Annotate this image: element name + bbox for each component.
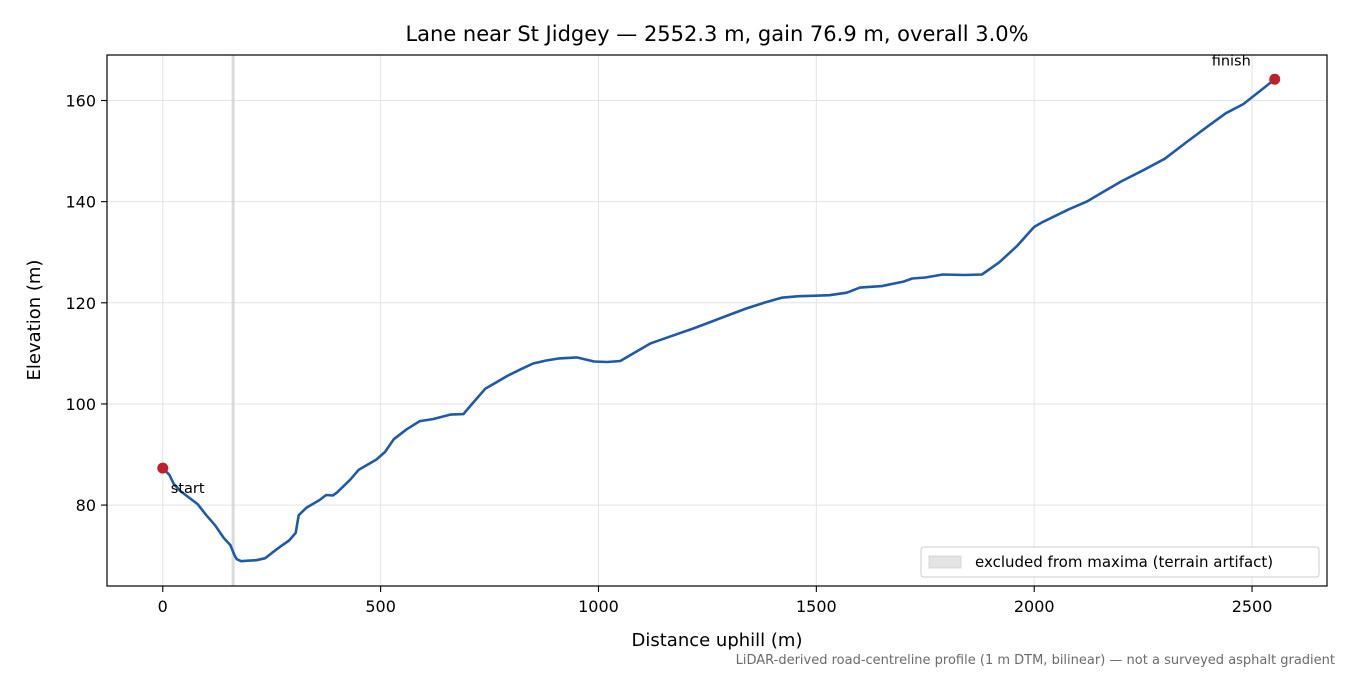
x-tick-label-4: 2000	[1014, 597, 1055, 616]
legend-label-excluded: excluded from maxima (terrain artifact)	[975, 553, 1273, 571]
x-axis-ticks: 0 500 1000 1500 2000 2500	[158, 586, 1273, 616]
finish-annotation: finish	[1212, 53, 1251, 69]
plot-frame	[106, 54, 1328, 587]
legend: excluded from maxima (terrain artifact)	[920, 546, 1320, 578]
x-tick-label-3: 1500	[796, 597, 837, 616]
y-tick-label-2: 120	[65, 294, 96, 313]
x-tick-label-0: 0	[158, 597, 168, 616]
y-tick-label-0: 80	[76, 496, 96, 515]
legend-box	[920, 546, 1320, 578]
x-tick-label-2: 1000	[578, 597, 619, 616]
y-axis-label: Elevation (m)	[24, 260, 45, 381]
chart-title: Lane near St Jidgey — 2552.3 m, gain 76.…	[405, 22, 1028, 46]
y-tick-label-1: 100	[65, 395, 96, 414]
start-annotation: start	[171, 481, 205, 497]
series-layer	[161, 78, 1276, 563]
y-tick-label-4: 160	[65, 92, 96, 111]
endpoint-markers: start finish	[157, 53, 1281, 497]
x-axis-label: Distance uphill (m)	[632, 630, 803, 651]
chart-footnote: LiDAR-derived road-centreline profile (1…	[736, 653, 1335, 668]
legend-swatch-excluded	[928, 555, 962, 569]
grid-lines	[107, 55, 1327, 586]
finish-marker	[1269, 73, 1281, 85]
start-marker	[157, 462, 169, 474]
y-axis-ticks: 80 100 120 140 160	[65, 92, 107, 515]
x-tick-label-5: 2500	[1232, 597, 1273, 616]
excluded-region-layer	[231, 55, 235, 586]
excluded-region-band	[231, 55, 235, 586]
elevation-series-line-0	[161, 78, 1276, 563]
x-tick-label-1: 500	[365, 597, 396, 616]
y-tick-label-3: 140	[65, 193, 96, 212]
